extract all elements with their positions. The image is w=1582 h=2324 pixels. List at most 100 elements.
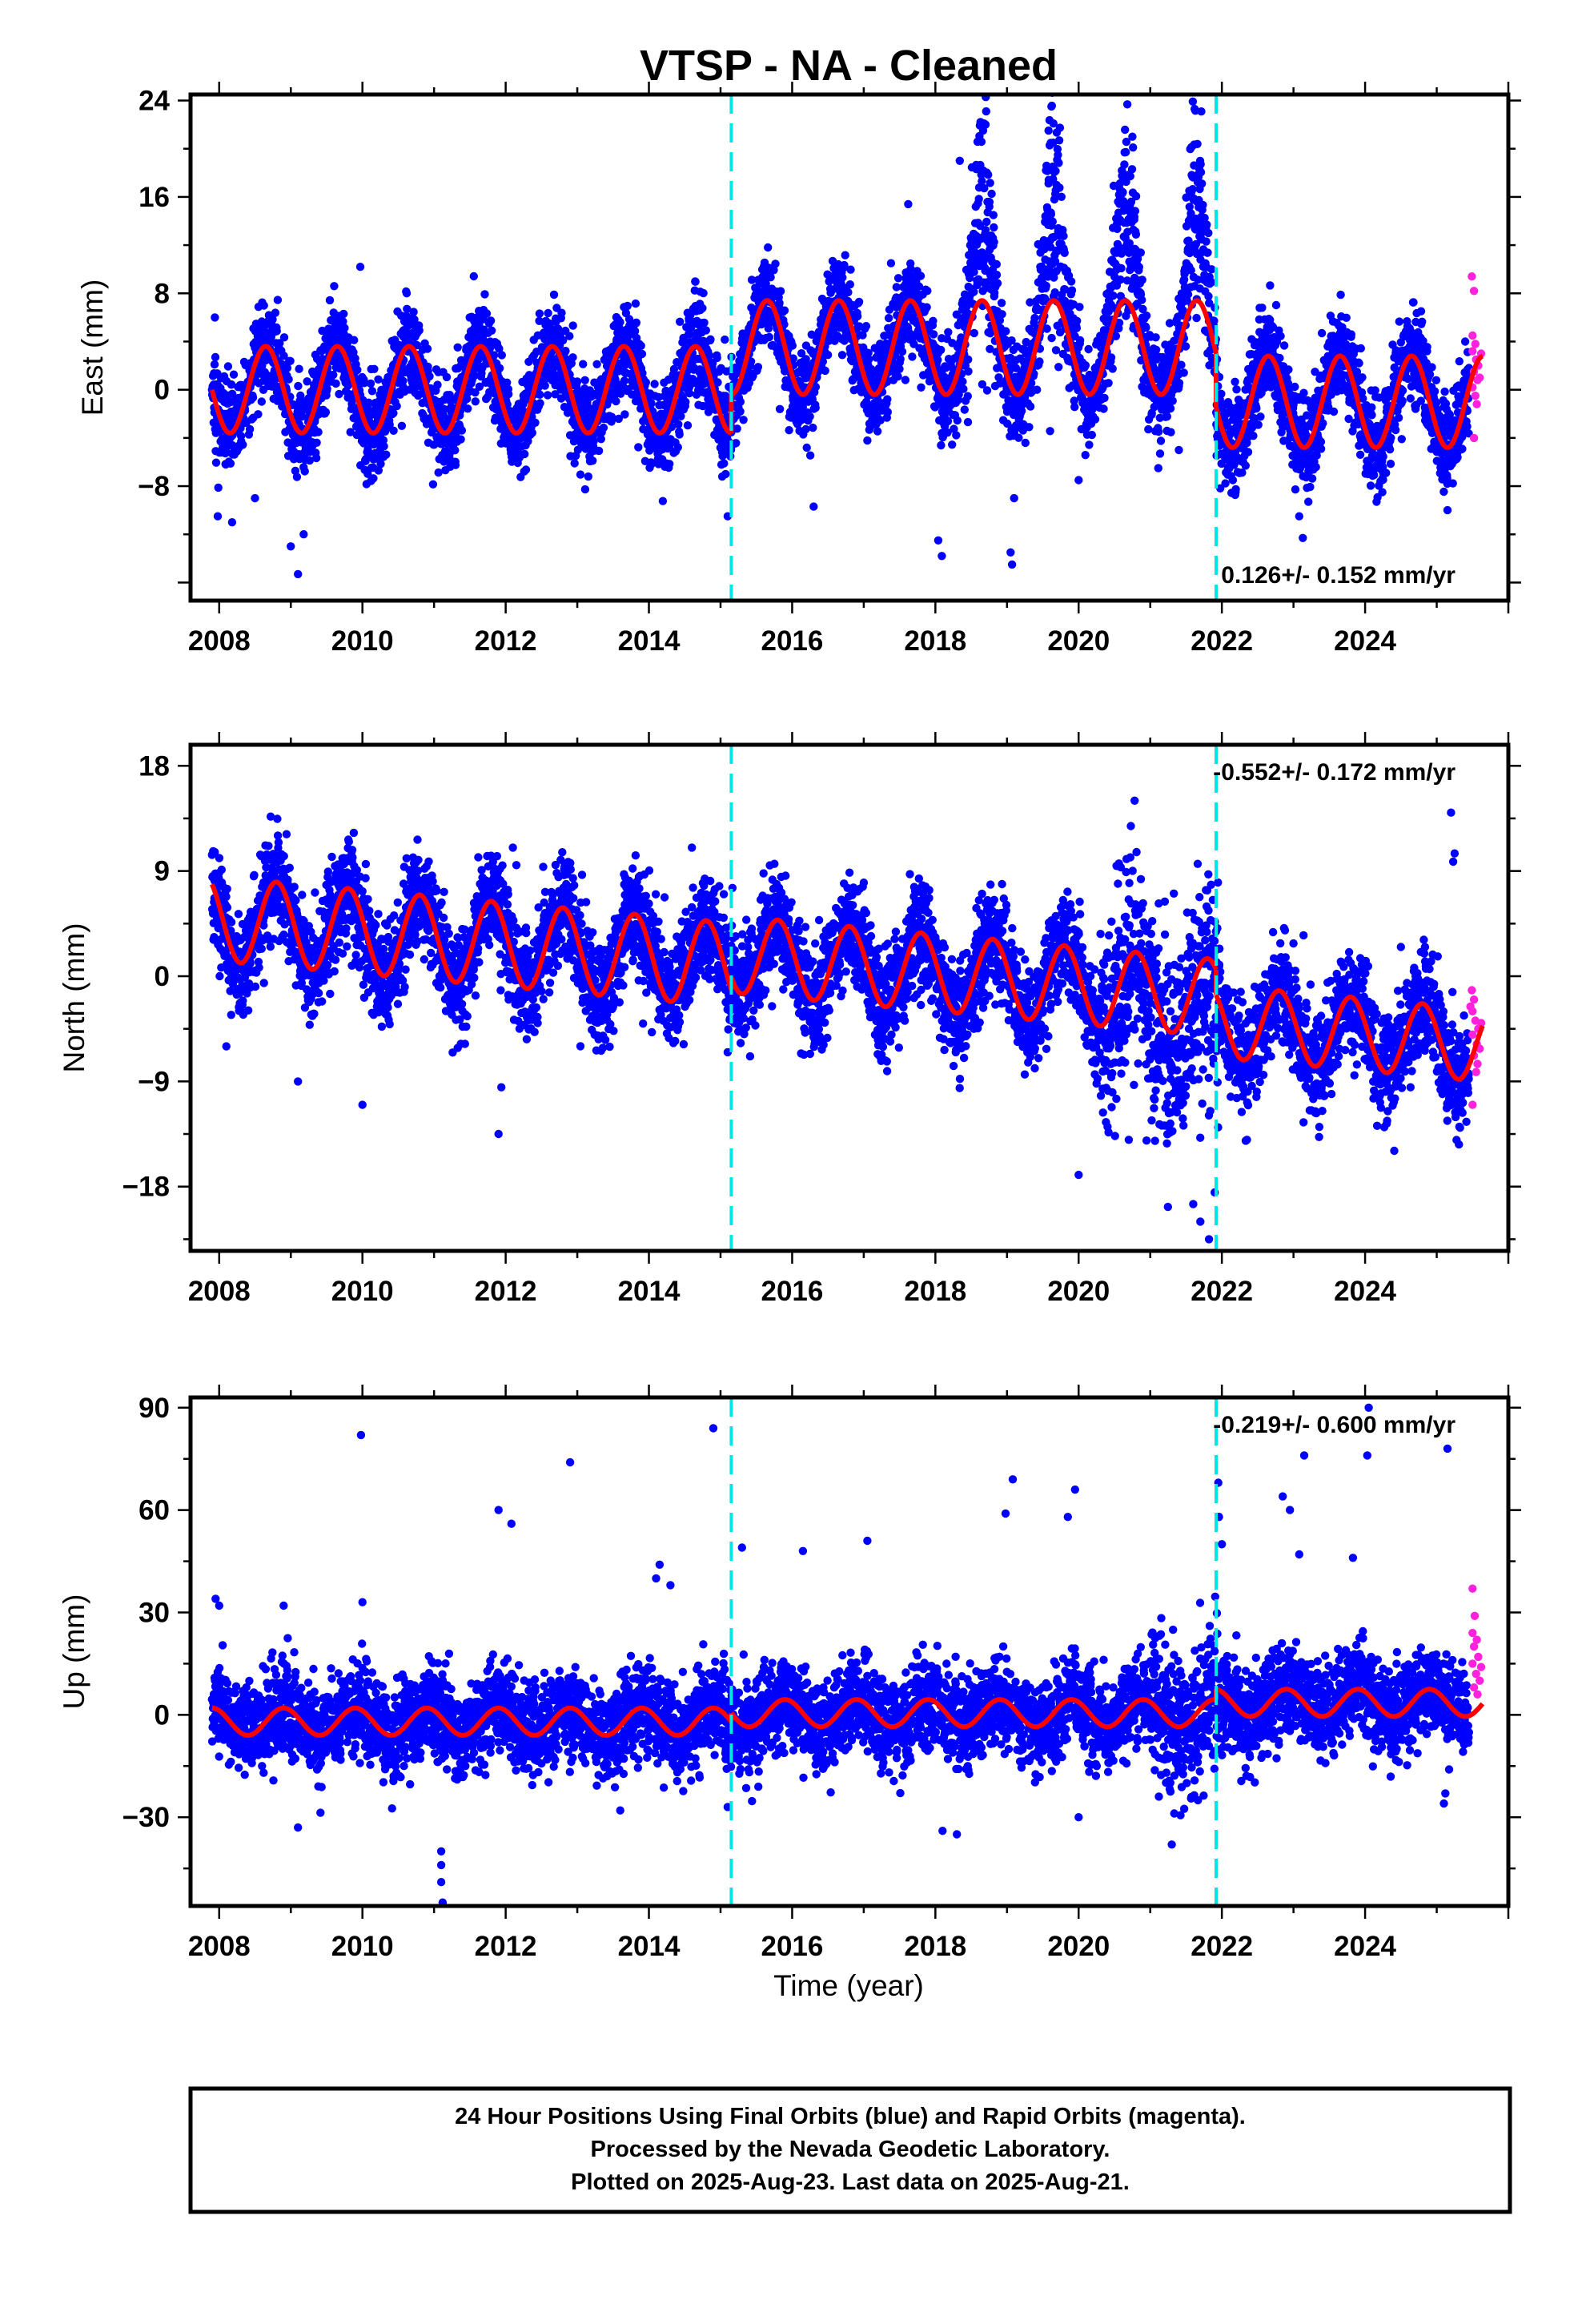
east-final-point xyxy=(1017,406,1026,416)
east-final-point xyxy=(805,412,814,421)
east-final-point xyxy=(997,299,1006,308)
east-final-point xyxy=(535,316,544,325)
east-final-point xyxy=(986,179,994,187)
east-final-point xyxy=(382,450,391,459)
east-final-point xyxy=(607,412,616,421)
east-final-point xyxy=(863,436,872,445)
east-final-point xyxy=(495,364,504,372)
east-final-point xyxy=(801,424,810,434)
east-final-point xyxy=(589,436,598,445)
east-final-point xyxy=(392,401,401,411)
east-final-point xyxy=(992,271,1002,279)
east-final-point xyxy=(736,397,745,406)
east-final-point xyxy=(412,340,421,350)
east-final-point xyxy=(873,427,882,436)
east-final-point xyxy=(559,336,568,345)
east-final-point xyxy=(1055,123,1065,132)
east-final-point xyxy=(599,423,608,432)
east-final-point xyxy=(415,326,424,335)
east-final-point xyxy=(311,453,321,463)
east-final-point xyxy=(279,333,289,342)
east-final-point xyxy=(809,423,817,432)
east-final-point xyxy=(992,259,1002,269)
east-final-point xyxy=(303,377,311,386)
east-final-point xyxy=(632,318,640,327)
east-final-point xyxy=(893,274,903,283)
east-final-point xyxy=(1192,313,1201,323)
east-final-point xyxy=(985,198,994,207)
east-final-point xyxy=(1104,379,1113,388)
east-final-point xyxy=(536,399,544,408)
east-final-point xyxy=(521,465,531,474)
east-final-point xyxy=(1067,286,1077,295)
east-final-point xyxy=(1055,183,1064,192)
east-final-point xyxy=(647,399,656,408)
east-final-point xyxy=(312,438,321,447)
east-final-point xyxy=(937,345,946,355)
east-final-point xyxy=(367,387,377,396)
east-final-point xyxy=(370,364,379,373)
east-final-point xyxy=(1151,333,1160,342)
east-final-point xyxy=(1238,468,1247,477)
east-final-point xyxy=(580,485,590,494)
east-final-point xyxy=(442,372,452,382)
east-final-point xyxy=(1183,290,1193,299)
east-final-point xyxy=(1106,353,1116,362)
east-final-point xyxy=(557,308,566,317)
east-final-point xyxy=(764,243,773,252)
east-final-point xyxy=(339,309,348,319)
east-final-point xyxy=(594,446,604,456)
east-final-point xyxy=(641,378,650,387)
east-final-point xyxy=(584,472,592,481)
east-final-point xyxy=(683,421,693,430)
east-final-point xyxy=(775,404,785,413)
east-final-point xyxy=(568,321,577,330)
east-final-point xyxy=(279,352,288,360)
east-final-point xyxy=(780,306,789,315)
east-final-point xyxy=(802,443,811,452)
east-final-point xyxy=(636,341,645,350)
east-final-point xyxy=(283,364,292,372)
east-final-point xyxy=(1131,191,1141,201)
east-final-point xyxy=(665,460,674,468)
east-final-point xyxy=(929,330,938,339)
east-final-point xyxy=(1081,361,1090,370)
east-final-point xyxy=(1060,248,1069,257)
east-final-point xyxy=(611,375,620,384)
east-final-point xyxy=(861,322,871,331)
east-final-point xyxy=(489,351,499,360)
east-final-point xyxy=(1188,97,1198,106)
east-final-point xyxy=(434,468,443,477)
east-final-point xyxy=(805,451,815,460)
east-final-point xyxy=(854,297,864,307)
east-final-point xyxy=(1084,344,1093,354)
east-final-point xyxy=(1231,377,1239,386)
east-final-point xyxy=(631,299,640,308)
east-final-point xyxy=(475,382,484,391)
east-final-point xyxy=(257,397,266,406)
east-final-point xyxy=(531,418,540,427)
east-final-point xyxy=(1144,424,1153,434)
east-final-point xyxy=(339,317,347,326)
east-final-point xyxy=(929,316,938,325)
east-final-point xyxy=(1090,415,1100,424)
east-final-point xyxy=(1166,428,1175,436)
east-final-point xyxy=(330,282,339,291)
east-final-point xyxy=(1070,403,1079,412)
east-final-point xyxy=(771,259,780,268)
east-final-point xyxy=(348,404,358,412)
east-final-point xyxy=(616,318,624,327)
east-final-point xyxy=(720,459,729,468)
east-final-point xyxy=(685,330,694,339)
east-final-point xyxy=(884,314,893,323)
east-final-point xyxy=(923,287,932,296)
east-final-point xyxy=(226,459,235,468)
east-final-point xyxy=(977,137,986,147)
figure-title: VTSP - NA - Cleaned xyxy=(640,42,1058,90)
east-final-point xyxy=(536,390,544,399)
east-final-point xyxy=(1138,275,1146,284)
east-final-point xyxy=(811,404,820,412)
east-final-point xyxy=(239,440,247,449)
east-final-point xyxy=(766,273,775,282)
